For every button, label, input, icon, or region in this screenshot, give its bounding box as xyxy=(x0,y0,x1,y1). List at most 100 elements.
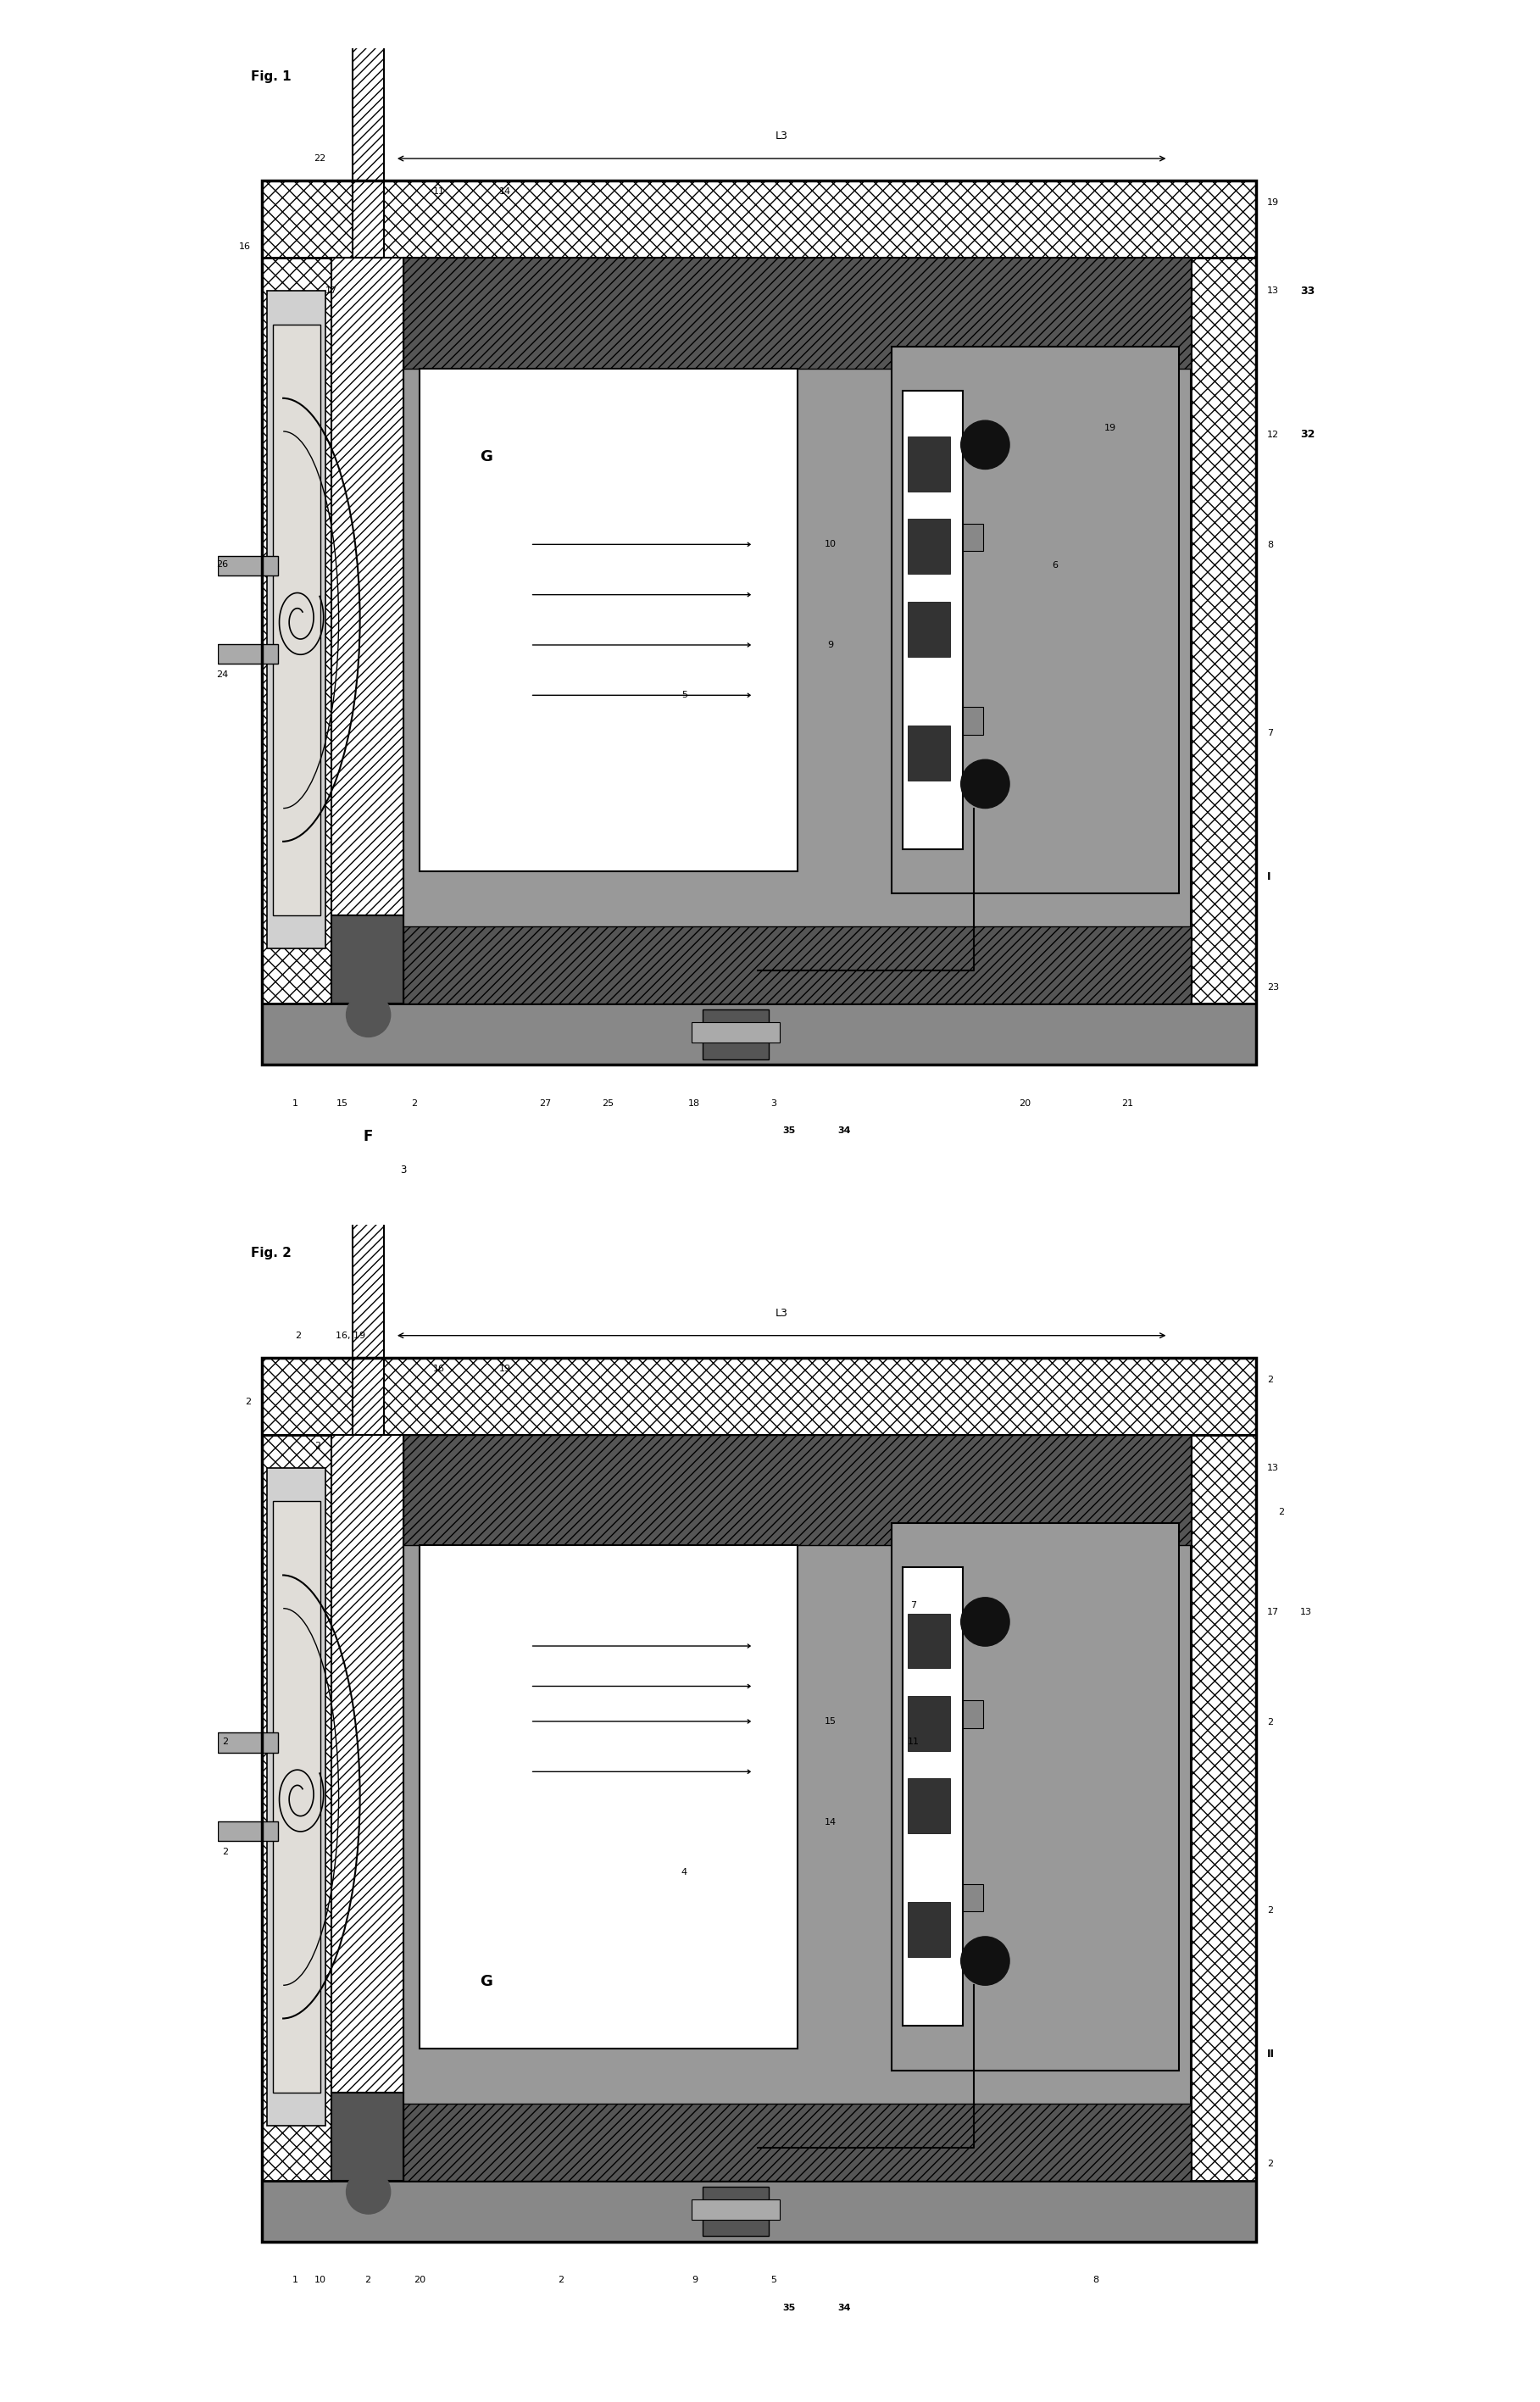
Text: 9: 9 xyxy=(829,641,833,649)
Text: 20: 20 xyxy=(1019,1100,1032,1107)
Bar xyxy=(331,1434,403,2092)
Circle shape xyxy=(961,1936,1010,1984)
Text: 2: 2 xyxy=(557,2277,564,2284)
Bar xyxy=(273,1501,320,2092)
Text: 8: 8 xyxy=(1093,2277,1100,2284)
Text: 8: 8 xyxy=(1267,540,1274,550)
Bar xyxy=(353,1203,383,1434)
Bar xyxy=(403,257,1190,368)
Text: 18: 18 xyxy=(688,1100,701,1107)
Text: 10: 10 xyxy=(314,2277,326,2284)
Bar xyxy=(262,2181,1257,2241)
Bar xyxy=(331,2092,403,2181)
Text: 5: 5 xyxy=(681,692,687,699)
Bar xyxy=(702,2186,768,2236)
Bar xyxy=(691,2200,779,2219)
Text: 4: 4 xyxy=(681,1869,687,1876)
Bar xyxy=(909,1777,950,1833)
Text: 6: 6 xyxy=(1052,562,1058,569)
Text: 23: 23 xyxy=(1267,982,1280,992)
Text: 12: 12 xyxy=(1267,430,1280,440)
Text: 3: 3 xyxy=(770,1100,776,1107)
Text: 11: 11 xyxy=(907,1739,919,1746)
Text: 2: 2 xyxy=(1267,1717,1274,1727)
Bar xyxy=(262,1357,1257,2241)
Text: 13: 13 xyxy=(1267,1463,1280,1472)
Circle shape xyxy=(346,2169,391,2215)
Text: 7: 7 xyxy=(1267,728,1274,737)
Bar xyxy=(892,346,1180,894)
Text: 35: 35 xyxy=(782,2304,795,2313)
Text: 19: 19 xyxy=(499,1364,511,1374)
Circle shape xyxy=(961,420,1010,468)
Text: 13: 13 xyxy=(1267,286,1280,295)
Bar xyxy=(909,1696,950,1751)
Bar xyxy=(273,324,320,915)
Bar xyxy=(909,1902,950,1958)
Text: 2: 2 xyxy=(223,1847,228,1857)
Text: 3: 3 xyxy=(400,1165,407,1175)
Text: 2: 2 xyxy=(223,1737,228,1746)
Bar xyxy=(909,519,950,574)
Text: 1: 1 xyxy=(293,2277,297,2284)
Text: 2: 2 xyxy=(1278,1508,1284,1516)
Text: 2: 2 xyxy=(245,1398,251,1405)
Text: 35: 35 xyxy=(782,1127,795,1136)
Text: 24: 24 xyxy=(217,670,228,680)
Text: 19: 19 xyxy=(1267,199,1280,207)
Text: 19: 19 xyxy=(1104,425,1116,432)
Text: G: G xyxy=(480,449,493,464)
Text: 14: 14 xyxy=(825,1818,836,1826)
Text: 13: 13 xyxy=(1300,1607,1312,1617)
Bar xyxy=(262,1434,331,2181)
Bar xyxy=(262,1357,1257,1434)
Bar xyxy=(902,392,962,848)
Bar xyxy=(420,368,798,872)
Text: I: I xyxy=(1267,872,1270,882)
Bar xyxy=(691,1023,779,1042)
Text: 7: 7 xyxy=(910,1602,916,1609)
Bar xyxy=(420,1544,798,2049)
Text: Fig. 2: Fig. 2 xyxy=(251,1247,291,1259)
Bar xyxy=(262,180,1257,257)
Bar xyxy=(403,257,1190,1004)
Bar xyxy=(331,915,403,1004)
Bar xyxy=(909,1614,950,1669)
Bar xyxy=(909,600,950,656)
Bar xyxy=(403,927,1190,1004)
Bar xyxy=(909,725,950,781)
Bar xyxy=(902,1569,962,2027)
Bar xyxy=(403,1434,1190,1544)
Bar xyxy=(217,1732,279,1753)
Text: 16: 16 xyxy=(433,1364,445,1374)
Text: F: F xyxy=(363,1129,373,1143)
Text: 9: 9 xyxy=(691,2277,698,2284)
Bar xyxy=(962,524,983,550)
Text: 16: 16 xyxy=(239,243,251,252)
Text: L3: L3 xyxy=(775,132,788,142)
Bar xyxy=(962,706,983,735)
Text: II: II xyxy=(1267,2049,1275,2059)
Text: 17: 17 xyxy=(325,286,337,295)
Text: 14: 14 xyxy=(499,187,511,197)
Text: 34: 34 xyxy=(838,2304,850,2313)
Text: 15: 15 xyxy=(336,1100,348,1107)
Text: 11: 11 xyxy=(433,187,445,197)
Text: L3: L3 xyxy=(775,1309,788,1319)
Bar xyxy=(217,644,279,663)
Bar xyxy=(262,257,331,1004)
Text: 20: 20 xyxy=(414,2277,425,2284)
Text: 2: 2 xyxy=(1267,2159,1274,2169)
Text: 27: 27 xyxy=(539,1100,551,1107)
Bar xyxy=(268,291,326,949)
Text: 34: 34 xyxy=(838,1127,850,1136)
Bar xyxy=(403,1434,1190,2181)
Bar xyxy=(262,180,1257,1064)
Bar xyxy=(217,555,279,576)
Text: 33: 33 xyxy=(1300,286,1315,295)
Text: G: G xyxy=(480,1974,493,1989)
Bar xyxy=(1190,257,1257,1004)
Circle shape xyxy=(346,992,391,1038)
Text: 1: 1 xyxy=(293,1100,297,1107)
Text: 22: 22 xyxy=(314,154,326,163)
